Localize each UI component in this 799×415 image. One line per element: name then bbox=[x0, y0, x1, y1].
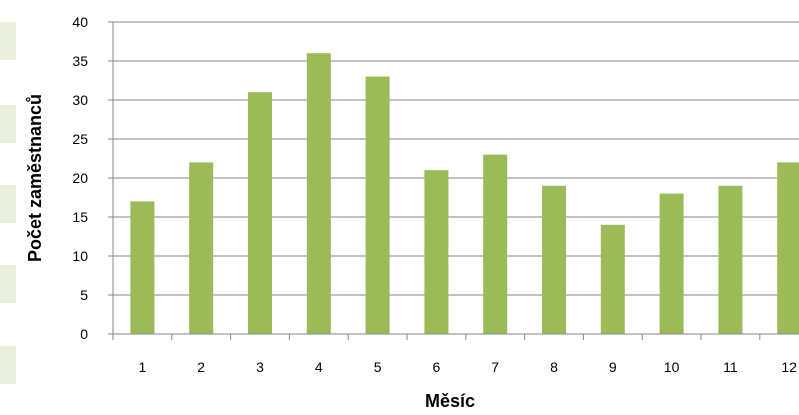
bar-month-11 bbox=[718, 185, 743, 334]
x-tick-label: 6 bbox=[433, 359, 441, 375]
x-tick-label: 7 bbox=[491, 359, 499, 375]
x-tick-label: 12 bbox=[781, 359, 797, 375]
bar-month-4 bbox=[306, 53, 331, 334]
y-tick-label: 20 bbox=[72, 170, 88, 186]
x-tick-label: 5 bbox=[374, 359, 382, 375]
y-tick-label: 40 bbox=[72, 14, 88, 30]
bars bbox=[130, 53, 799, 334]
bar-month-10 bbox=[659, 193, 684, 334]
y-tick-labels: 0 5 10 15 20 25 30 35 40 bbox=[72, 14, 88, 342]
spreadsheet-cell-strip bbox=[0, 22, 16, 60]
bar-month-2 bbox=[189, 162, 214, 334]
bar-month-1 bbox=[130, 201, 155, 334]
y-tick-label: 0 bbox=[80, 326, 88, 342]
x-tick-label: 11 bbox=[723, 359, 738, 375]
bar-month-9 bbox=[600, 224, 625, 334]
bar-month-3 bbox=[248, 92, 272, 334]
x-tick-label: 2 bbox=[197, 359, 205, 375]
bar-month-12 bbox=[777, 162, 799, 334]
y-tick-label: 30 bbox=[72, 92, 88, 108]
gridlines bbox=[113, 21, 799, 296]
x-tick-label: 8 bbox=[550, 359, 558, 375]
x-tick-label: 10 bbox=[664, 359, 680, 375]
x-tick-label: 4 bbox=[315, 359, 323, 375]
spreadsheet-cell-strip bbox=[0, 105, 16, 143]
x-tick-label: 3 bbox=[256, 359, 264, 375]
bar-month-5 bbox=[365, 76, 390, 334]
spreadsheet-cell-strip bbox=[0, 185, 16, 223]
y-tick-label: 25 bbox=[72, 131, 88, 147]
x-tick-labels: 1 2 3 4 5 6 7 8 9 10 11 12 bbox=[139, 359, 798, 375]
y-tick-label: 5 bbox=[80, 287, 88, 303]
y-tick-label: 15 bbox=[72, 209, 88, 225]
spreadsheet-cell-strip bbox=[0, 346, 16, 384]
x-tick-label: 9 bbox=[609, 359, 617, 375]
spreadsheet-cell-strip bbox=[0, 265, 16, 303]
y-tick-label: 35 bbox=[72, 53, 88, 69]
x-axis-title: Měsíc bbox=[425, 391, 475, 411]
bar-month-6 bbox=[424, 170, 449, 334]
y-axis-title: Počet zaměstnanců bbox=[25, 94, 45, 262]
x-tick-label: 1 bbox=[139, 359, 147, 375]
axes bbox=[108, 21, 799, 340]
bar-month-7 bbox=[483, 154, 508, 334]
bar-month-8 bbox=[542, 185, 566, 334]
y-tick-label: 10 bbox=[72, 248, 88, 264]
